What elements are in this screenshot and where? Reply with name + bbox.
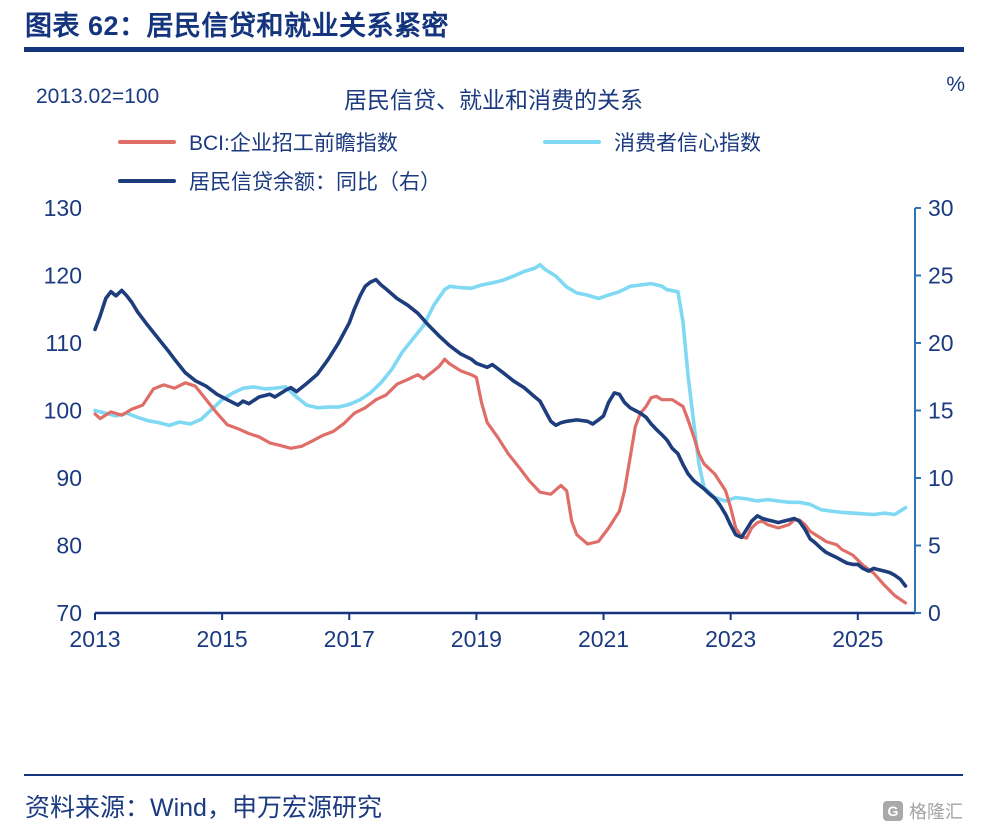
- svg-text:2017: 2017: [324, 626, 375, 652]
- source-text: 资料来源：Wind，申万宏源研究: [25, 794, 382, 822]
- svg-text:20: 20: [928, 330, 954, 356]
- gelonghui-logo-icon: G: [883, 801, 903, 821]
- header-divider: [24, 47, 964, 52]
- svg-text:25: 25: [928, 263, 954, 289]
- chart-plot: 70 80 90 100 110 120 130 0 5 10 15 20 25 30 2013 2015 20…: [0, 195, 987, 659]
- legend-label-consumer-confidence: 消费者信心指数: [614, 132, 761, 155]
- svg-text:120: 120: [44, 263, 82, 289]
- legend-item-bci: BCI:企业招工前瞻指数: [118, 127, 543, 157]
- figure-title: 图表 62：居民信贷和就业关系紧密: [25, 11, 450, 41]
- svg-text:2025: 2025: [832, 626, 883, 652]
- legend-item-household-credit: 居民信贷余额：同比（右）: [118, 166, 543, 196]
- svg-text:2021: 2021: [578, 626, 629, 652]
- svg-text:70: 70: [56, 600, 82, 626]
- svg-text:2019: 2019: [451, 626, 502, 652]
- legend-label-bci: BCI:企业招工前瞻指数: [189, 132, 398, 155]
- svg-text:15: 15: [928, 398, 954, 424]
- household-credit-line-swatch: [118, 179, 176, 183]
- svg-text:2015: 2015: [197, 626, 248, 652]
- legend-label-household-credit: 居民信贷余额：同比（右）: [189, 171, 441, 194]
- svg-text:30: 30: [928, 196, 954, 221]
- right-axis-unit-label: %: [946, 73, 965, 96]
- legend: BCI:企业招工前瞻指数 消费者信心指数 居民信贷余额：同比（右）: [118, 127, 987, 196]
- svg-text:90: 90: [56, 465, 82, 491]
- chart-top-row: 2013.02=100 居民信贷、就业和消费的关系 %: [36, 73, 965, 113]
- svg-text:2013: 2013: [69, 626, 120, 652]
- left-axis-unit-label: 2013.02=100: [36, 85, 160, 108]
- svg-text:100: 100: [44, 398, 82, 424]
- svg-text:10: 10: [928, 465, 954, 491]
- figure-header: 图表 62：居民信贷和就业关系紧密: [0, 0, 987, 44]
- gelonghui-logo-text: 格隆汇: [909, 802, 963, 822]
- svg-text:2023: 2023: [705, 626, 756, 652]
- svg-text:130: 130: [44, 196, 82, 221]
- footer-divider: [24, 774, 963, 776]
- svg-text:80: 80: [56, 533, 82, 559]
- legend-item-consumer-confidence: 消费者信心指数: [543, 127, 987, 157]
- consumer-confidence-line-swatch: [543, 140, 601, 144]
- chart-title: 居民信贷、就业和消费的关系: [344, 87, 643, 113]
- svg-text:110: 110: [45, 330, 82, 356]
- gelonghui-logo: G 格隆汇: [883, 798, 963, 824]
- footer: 资料来源：Wind，申万宏源研究 G 格隆汇: [0, 774, 987, 826]
- svg-text:5: 5: [928, 533, 941, 559]
- bci-line-swatch: [118, 140, 176, 144]
- svg-text:0: 0: [928, 600, 941, 626]
